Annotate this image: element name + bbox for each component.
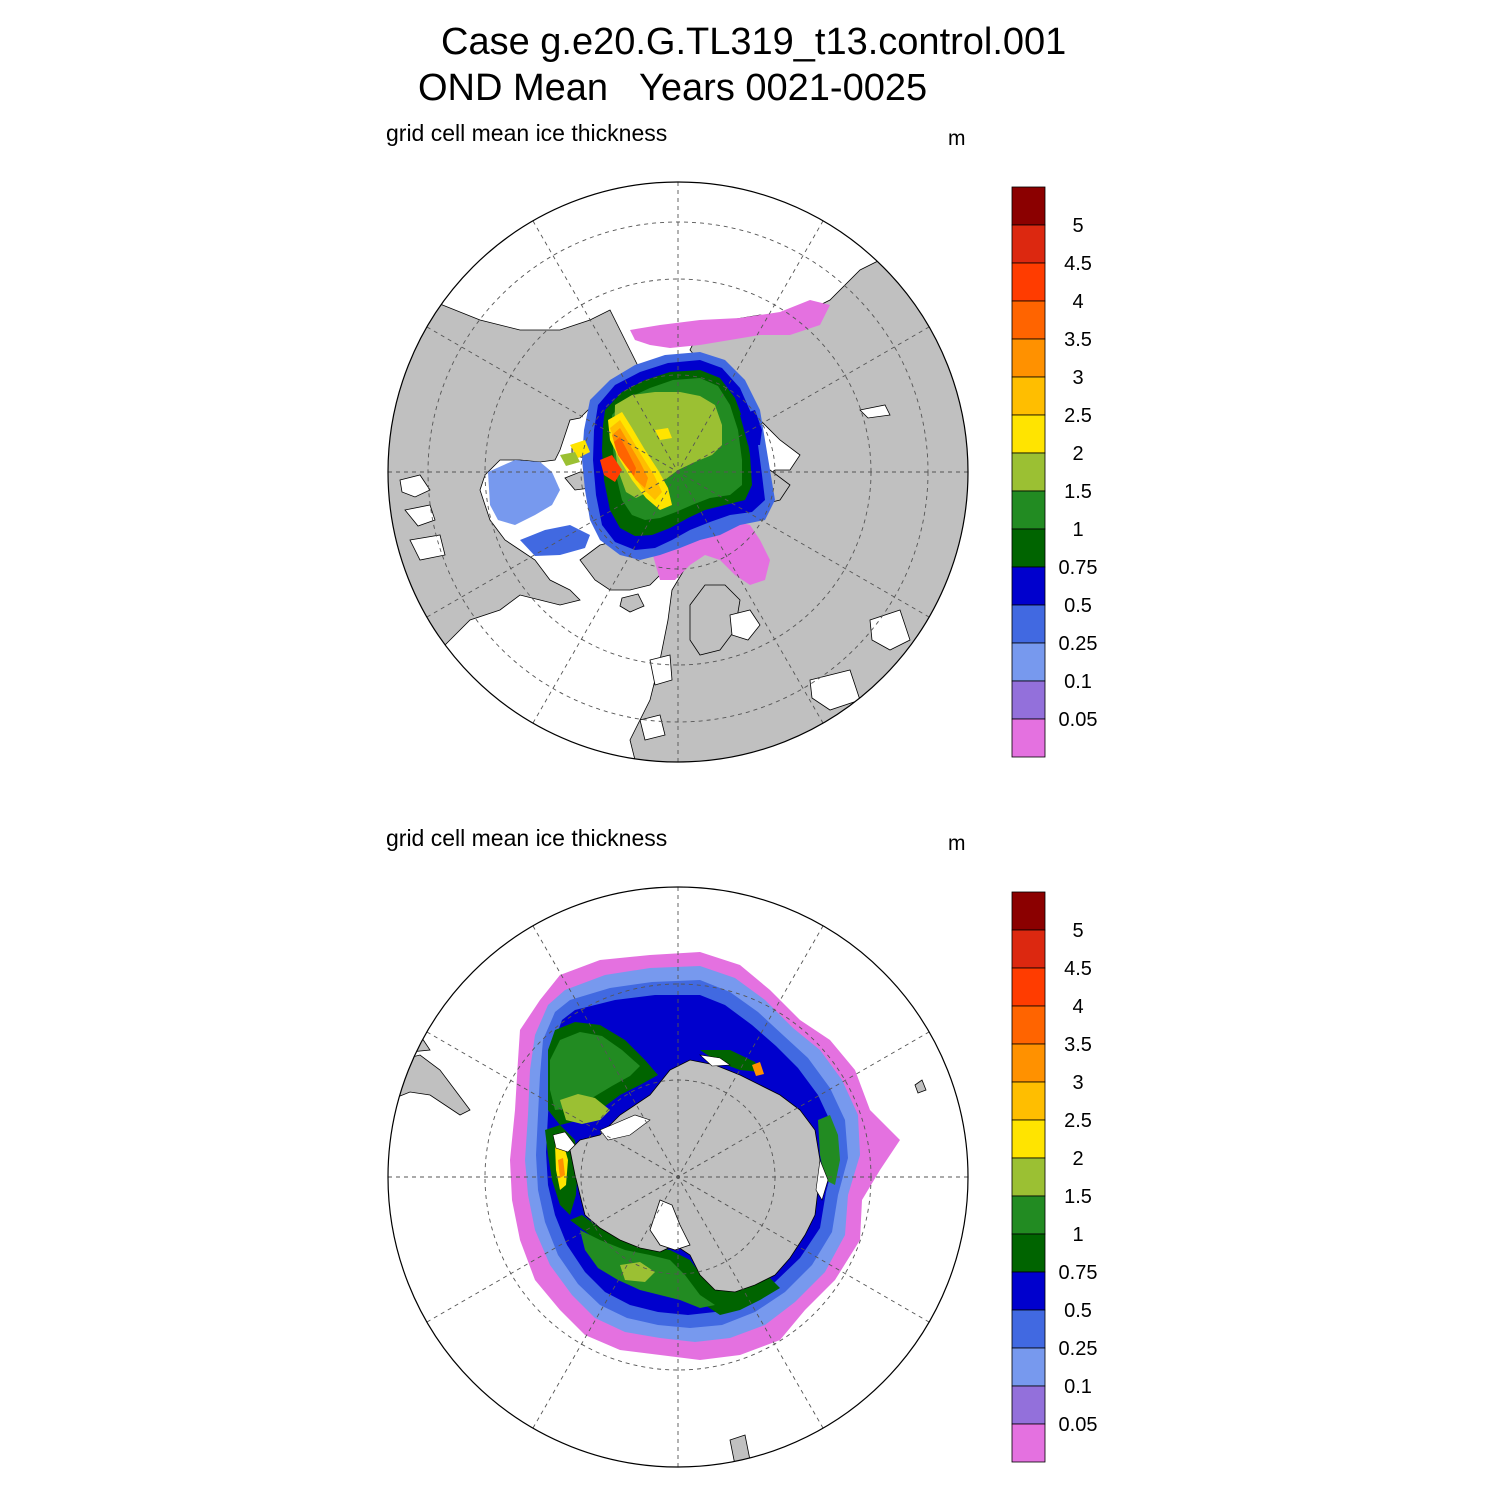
arctic-colorbar-tick-label: 1.5	[1064, 481, 1092, 503]
antarctic-colorbar-swatch	[1011, 1157, 1046, 1197]
antarctic-colorbar-swatch	[1011, 1309, 1046, 1349]
arctic-map-border	[387, 181, 969, 763]
antarctic-colorbar-tick-label: 0.5	[1064, 1300, 1092, 1322]
antarctic-colorbar-swatch	[1011, 1005, 1046, 1045]
antarctic-colorbar-swatch	[1011, 1233, 1046, 1273]
arctic-colorbar-swatch	[1011, 224, 1046, 264]
arctic-colorbar-swatch	[1011, 528, 1046, 568]
antarctic-colorbar-swatch	[1011, 967, 1046, 1007]
arctic-colorbar-tick-label: 2.5	[1064, 405, 1092, 427]
antarctic-colorbar-tick-label: 4	[1072, 996, 1083, 1018]
antarctic-colorbar-tick-label: 2	[1072, 1148, 1083, 1170]
antarctic-map	[387, 886, 969, 1468]
arctic-colorbar-swatch	[1011, 452, 1046, 492]
arctic-colorbar: 5 4.5 4 3.5 3 2.5 2 1.5 1 0.75 0.5 0.25 0.1 0.05	[1011, 186, 1098, 758]
arctic-colorbar-swatch	[1011, 604, 1046, 644]
antarctic-colorbar-tick-label: 5	[1072, 920, 1083, 942]
antarctic-variable-label: grid cell mean ice thickness	[386, 825, 668, 851]
antarctic-colorbar-tick-label: 2.5	[1064, 1110, 1092, 1132]
arctic-colorbar-tick-label: 4	[1072, 291, 1083, 313]
antarctic-colorbar: 5 4.5 4 3.5 3 2.5 2 1.5 1 0.75 0.5 0.25 0.1 0.05	[1011, 891, 1098, 1463]
antarctic-colorbar-swatch	[1011, 1271, 1046, 1311]
antarctic-colorbar-tick-label: 1	[1072, 1224, 1083, 1246]
arctic-colorbar-swatch	[1011, 490, 1046, 530]
arctic-graticule	[388, 182, 968, 762]
antarctic-colorbar-swatch	[1011, 929, 1046, 969]
antarctic-colorbar-tick-label: 0.05	[1059, 1414, 1098, 1436]
arctic-colorbar-tick-label: 0.75	[1059, 557, 1098, 579]
arctic-units-label: m	[948, 127, 966, 150]
antarctic-colorbar-swatch	[1011, 891, 1046, 931]
arctic-colorbar-swatch	[1011, 414, 1046, 454]
antarctic-colorbar-swatch	[1011, 1043, 1046, 1083]
arctic-colorbar-tick-label: 3	[1072, 367, 1083, 389]
arctic-colorbar-tick-label: 5	[1072, 215, 1083, 237]
arctic-colorbar-tick-label: 0.5	[1064, 595, 1092, 617]
antarctic-ice-1	[550, 1032, 640, 1110]
arctic-sea-ice	[488, 300, 830, 585]
arctic-colorbar-tick-label: 2	[1072, 443, 1083, 465]
arctic-ice-hudson	[488, 460, 560, 525]
antarctic-colorbar-swatch	[1011, 1195, 1046, 1235]
antarctic-map-border	[387, 886, 969, 1468]
arctic-colorbar-tick-label: 3.5	[1064, 329, 1092, 351]
arctic-ice-4	[600, 455, 622, 482]
arctic-colorbar-swatch	[1011, 186, 1046, 226]
arctic-colorbar-swatch	[1011, 642, 1046, 682]
arctic-colorbar-tick-label: 0.25	[1059, 633, 1098, 655]
arctic-map	[387, 181, 969, 763]
antarctic-colorbar-swatch	[1011, 1347, 1046, 1387]
arctic-colorbar-swatch	[1011, 376, 1046, 416]
antarctic-graticule	[388, 887, 968, 1467]
antarctic-colorbar-tick-label: 0.25	[1059, 1338, 1098, 1360]
arctic-colorbar-swatch	[1011, 680, 1046, 720]
antarctic-colorbar-tick-label: 4.5	[1064, 958, 1092, 980]
arctic-variable-label: grid cell mean ice thickness	[386, 120, 668, 146]
arctic-colorbar-tick-label: 4.5	[1064, 253, 1092, 275]
antarctic-colorbar-swatch	[1011, 1119, 1046, 1159]
antarctic-colorbar-tick-label: 3	[1072, 1072, 1083, 1094]
arctic-colorbar-swatch	[1011, 718, 1046, 758]
arctic-colorbar-tick-label: 1	[1072, 519, 1083, 541]
antarctic-colorbar-swatch	[1011, 1081, 1046, 1121]
antarctic-colorbar-tick-label: 3.5	[1064, 1034, 1092, 1056]
arctic-colorbar-swatch	[1011, 338, 1046, 378]
antarctic-colorbar-swatch	[1011, 1385, 1046, 1425]
arctic-colorbar-swatch	[1011, 262, 1046, 302]
arctic-colorbar-swatch	[1011, 300, 1046, 340]
figure-title-line2: OND Mean Years 0021-0025	[418, 67, 928, 109]
antarctic-units-label: m	[948, 832, 966, 855]
arctic-colorbar-tick-label: 0.1	[1064, 671, 1092, 693]
antarctic-colorbar-tick-label: 1.5	[1064, 1186, 1092, 1208]
arctic-colorbar-swatch	[1011, 566, 1046, 606]
antarctic-colorbar-swatch	[1011, 1423, 1046, 1463]
arctic-ice-0.05	[630, 300, 830, 348]
arctic-lakes	[399, 404, 911, 741]
arctic-colorbar-tick-label: 0.05	[1059, 709, 1098, 731]
antarctic-colorbar-tick-label: 0.75	[1059, 1262, 1098, 1284]
antarctic-colorbar-tick-label: 0.1	[1064, 1376, 1092, 1398]
figure-title-line1: Case g.e20.G.TL319_t13.control.001	[441, 21, 1067, 63]
arctic-ice-3.5	[614, 437, 636, 476]
